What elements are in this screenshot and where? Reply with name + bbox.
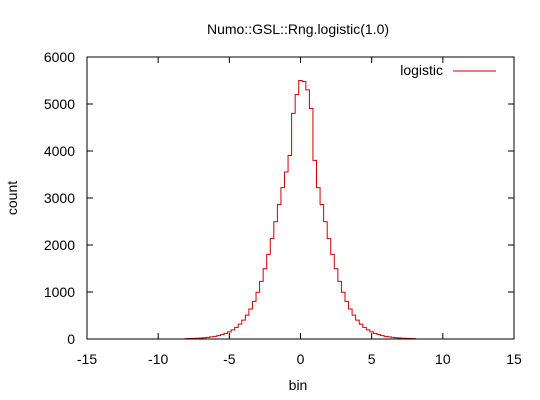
y-tick-label: 0 <box>67 331 75 347</box>
x-tick-label: 5 <box>368 351 376 367</box>
y-tick-label: 1000 <box>44 284 75 300</box>
x-tick-label: 10 <box>435 351 451 367</box>
legend: logistic <box>400 62 496 78</box>
x-tick-label: 15 <box>506 351 522 367</box>
y-tick-label: 3000 <box>44 190 75 206</box>
y-tick-label: 4000 <box>44 143 75 159</box>
legend-label: logistic <box>400 62 443 78</box>
chart-title: Numo::GSL::Rng.logistic(1.0) <box>207 21 389 37</box>
x-tick-label: 0 <box>297 351 305 367</box>
plot-frame <box>86 56 515 340</box>
x-tick-label: -10 <box>148 351 168 367</box>
x-tick-label: -15 <box>77 351 97 367</box>
y-tick-label: 5000 <box>44 96 75 112</box>
y-tick-label: 6000 <box>44 49 75 65</box>
x-axis-label: bin <box>289 377 308 393</box>
y-tick-label: 2000 <box>44 237 75 253</box>
y-axis-label: count <box>4 181 20 215</box>
x-axis-ticks: -15 -10 -5 0 5 10 15 <box>77 57 522 367</box>
y-axis-ticks: 0 1000 2000 3000 4000 5000 6000 <box>44 49 514 347</box>
x-tick-label: -5 <box>223 351 236 367</box>
histogram-series-line <box>184 80 417 340</box>
